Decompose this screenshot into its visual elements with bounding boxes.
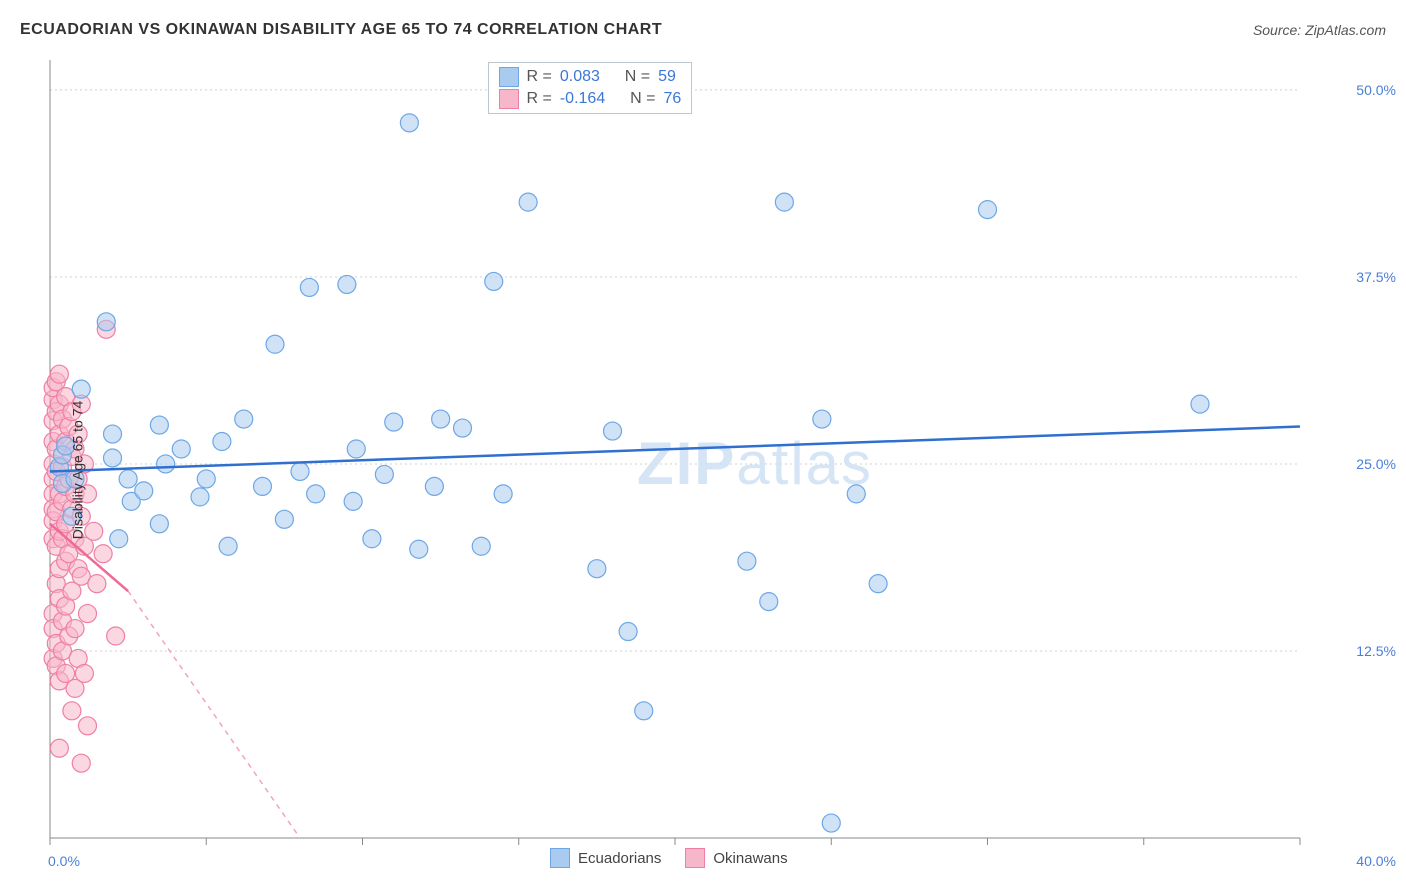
- data-point-ecuadorian: [375, 465, 393, 483]
- data-point-ecuadorian: [104, 425, 122, 443]
- data-point-ecuadorian: [822, 814, 840, 832]
- data-point-okinawan: [50, 365, 68, 383]
- source-label: Source: ZipAtlas.com: [1253, 22, 1386, 38]
- data-point-okinawan: [79, 717, 97, 735]
- data-point-ecuadorian: [775, 193, 793, 211]
- data-point-ecuadorian: [213, 433, 231, 451]
- legend-label: Ecuadorians: [578, 850, 661, 867]
- data-point-ecuadorian: [150, 515, 168, 533]
- stats-box: R = 0.083 N = 59R = -0.164 N = 76: [488, 62, 693, 114]
- data-point-okinawan: [88, 575, 106, 593]
- data-point-ecuadorian: [197, 470, 215, 488]
- blue-swatch-icon: [550, 848, 570, 868]
- data-point-ecuadorian: [254, 477, 272, 495]
- data-point-ecuadorian: [454, 419, 472, 437]
- data-point-ecuadorian: [1191, 395, 1209, 413]
- data-point-ecuadorian: [135, 482, 153, 500]
- legend-item: Okinawans: [685, 848, 787, 868]
- data-point-ecuadorian: [291, 462, 309, 480]
- data-point-ecuadorian: [738, 552, 756, 570]
- data-point-ecuadorian: [813, 410, 831, 428]
- legend-label: Okinawans: [713, 850, 787, 867]
- data-point-okinawan: [85, 522, 103, 540]
- x-tick-left: 0.0%: [48, 853, 80, 869]
- data-point-ecuadorian: [150, 416, 168, 434]
- stats-row: R = -0.164 N = 76: [499, 89, 682, 109]
- scatter-chart: 12.5% 25.0% 37.5% 50.0% ZIPatlas 0.0% 40.0%: [0, 48, 1406, 892]
- data-point-ecuadorian: [519, 193, 537, 211]
- data-point-ecuadorian: [619, 623, 637, 641]
- blue-swatch-icon: [499, 67, 519, 87]
- stats-row: R = 0.083 N = 59: [499, 67, 682, 87]
- data-point-ecuadorian: [425, 477, 443, 495]
- y-tick-label: 37.5%: [1356, 269, 1396, 285]
- data-point-ecuadorian: [119, 470, 137, 488]
- data-point-ecuadorian: [588, 560, 606, 578]
- trend-line-okinawan-extrapolated: [128, 591, 300, 838]
- data-point-ecuadorian: [869, 575, 887, 593]
- data-point-ecuadorian: [847, 485, 865, 503]
- data-point-okinawan: [72, 754, 90, 772]
- data-point-ecuadorian: [219, 537, 237, 555]
- data-point-ecuadorian: [485, 272, 503, 290]
- data-point-ecuadorian: [979, 201, 997, 219]
- data-point-ecuadorian: [235, 410, 253, 428]
- data-point-ecuadorian: [300, 278, 318, 296]
- data-point-ecuadorian: [410, 540, 428, 558]
- data-point-ecuadorian: [363, 530, 381, 548]
- legend: Ecuadorians Okinawans: [550, 848, 788, 868]
- data-point-ecuadorian: [760, 593, 778, 611]
- data-point-okinawan: [107, 627, 125, 645]
- data-point-okinawan: [66, 620, 84, 638]
- watermark: ZIPatlas: [637, 430, 873, 497]
- y-axis-label: Disability Age 65 to 74: [69, 401, 85, 540]
- data-point-okinawan: [63, 702, 81, 720]
- data-point-ecuadorian: [307, 485, 325, 503]
- plot-area: Disability Age 65 to 74 12.5% 25.0% 37.5% 5…: [0, 48, 1406, 892]
- data-point-ecuadorian: [191, 488, 209, 506]
- data-point-ecuadorian: [432, 410, 450, 428]
- data-point-ecuadorian: [172, 440, 190, 458]
- y-tick-label: 50.0%: [1356, 82, 1396, 98]
- data-point-ecuadorian: [400, 114, 418, 132]
- data-point-ecuadorian: [635, 702, 653, 720]
- data-point-ecuadorian: [338, 275, 356, 293]
- data-point-ecuadorian: [266, 335, 284, 353]
- data-point-ecuadorian: [110, 530, 128, 548]
- data-point-ecuadorian: [72, 380, 90, 398]
- legend-item: Ecuadorians: [550, 848, 661, 868]
- pink-swatch-icon: [685, 848, 705, 868]
- data-point-ecuadorian: [604, 422, 622, 440]
- data-point-okinawan: [79, 605, 97, 623]
- data-point-ecuadorian: [344, 492, 362, 510]
- chart-title: ECUADORIAN VS OKINAWAN DISABILITY AGE 65…: [20, 21, 662, 39]
- data-point-okinawan: [75, 664, 93, 682]
- data-point-ecuadorian: [385, 413, 403, 431]
- y-tick-label: 25.0%: [1356, 456, 1396, 472]
- data-point-ecuadorian: [494, 485, 512, 503]
- y-tick-label: 12.5%: [1356, 643, 1396, 659]
- data-point-ecuadorian: [472, 537, 490, 555]
- data-point-okinawan: [94, 545, 112, 563]
- data-point-ecuadorian: [157, 455, 175, 473]
- data-point-ecuadorian: [275, 510, 293, 528]
- x-tick-right: 40.0%: [1356, 853, 1396, 869]
- data-point-okinawan: [50, 739, 68, 757]
- pink-swatch-icon: [499, 89, 519, 109]
- data-point-ecuadorian: [347, 440, 365, 458]
- data-point-ecuadorian: [97, 313, 115, 331]
- data-point-ecuadorian: [104, 449, 122, 467]
